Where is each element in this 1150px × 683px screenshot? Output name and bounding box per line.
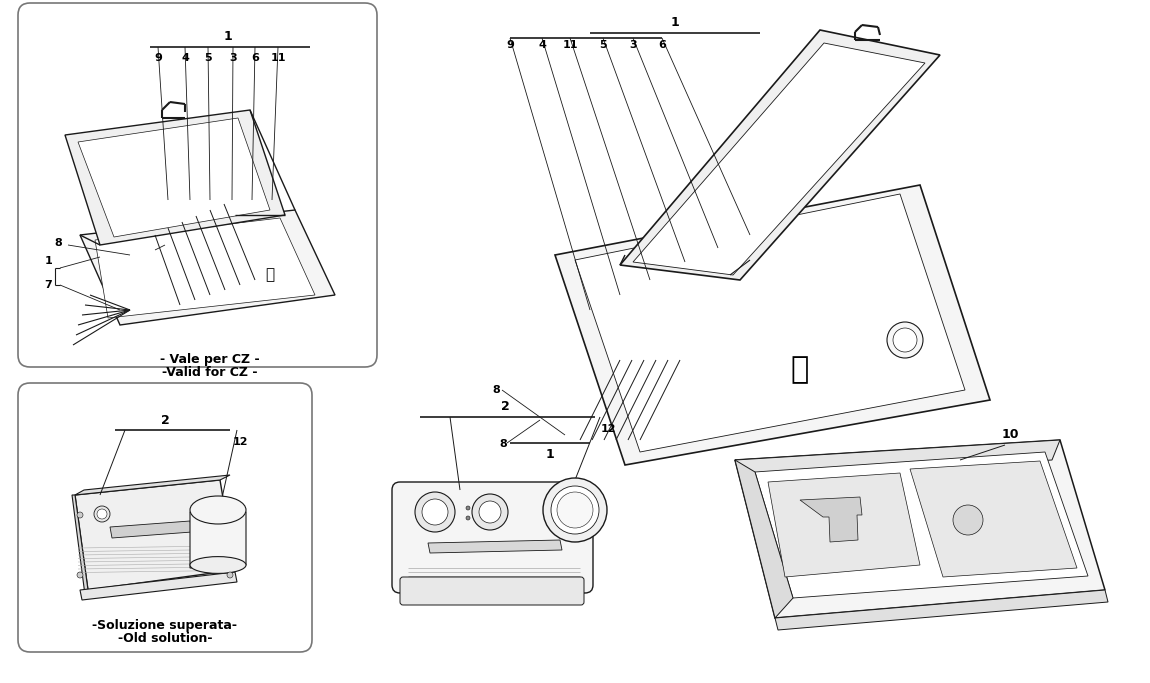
- Text: 8: 8: [499, 439, 507, 449]
- Ellipse shape: [190, 496, 246, 524]
- Circle shape: [894, 328, 917, 352]
- Circle shape: [551, 486, 599, 534]
- Polygon shape: [81, 210, 335, 325]
- Polygon shape: [95, 218, 315, 318]
- Polygon shape: [575, 194, 965, 452]
- Text: 8: 8: [54, 238, 62, 248]
- Text: 6: 6: [251, 53, 259, 63]
- Polygon shape: [428, 540, 562, 553]
- Text: 12: 12: [600, 424, 615, 434]
- Text: 12: 12: [232, 437, 247, 447]
- Polygon shape: [190, 512, 246, 568]
- Circle shape: [557, 492, 593, 528]
- Circle shape: [422, 499, 449, 525]
- Circle shape: [480, 501, 501, 523]
- Text: 1: 1: [223, 31, 232, 44]
- Text: -Valid for CZ -: -Valid for CZ -: [162, 367, 258, 380]
- Text: 5: 5: [599, 40, 607, 50]
- FancyBboxPatch shape: [18, 383, 312, 652]
- Text: 9: 9: [154, 53, 162, 63]
- Text: 3: 3: [629, 40, 637, 50]
- Text: 9: 9: [506, 40, 514, 50]
- Text: 10: 10: [1002, 428, 1019, 441]
- Text: - Vale per CZ -: - Vale per CZ -: [160, 354, 260, 367]
- Circle shape: [543, 478, 607, 542]
- Text: 5: 5: [205, 53, 212, 63]
- Text: 2: 2: [161, 413, 169, 426]
- Polygon shape: [768, 473, 920, 577]
- Circle shape: [415, 492, 455, 532]
- Polygon shape: [75, 475, 230, 495]
- Text: -Old solution-: -Old solution-: [117, 632, 213, 645]
- Polygon shape: [620, 30, 940, 280]
- Text: 6: 6: [658, 40, 666, 50]
- FancyBboxPatch shape: [400, 577, 584, 605]
- Polygon shape: [75, 480, 235, 590]
- Circle shape: [77, 512, 83, 518]
- Circle shape: [466, 516, 470, 520]
- Circle shape: [227, 572, 233, 578]
- Ellipse shape: [190, 557, 246, 574]
- Polygon shape: [756, 452, 1088, 598]
- Text: 1: 1: [670, 16, 680, 29]
- Polygon shape: [555, 185, 990, 465]
- Polygon shape: [735, 460, 794, 618]
- Polygon shape: [72, 495, 89, 595]
- Circle shape: [466, 506, 470, 510]
- Text: ✋: ✋: [791, 355, 810, 385]
- Circle shape: [472, 494, 508, 530]
- Polygon shape: [735, 440, 1060, 478]
- Circle shape: [97, 509, 107, 519]
- Circle shape: [887, 322, 923, 358]
- Text: 1: 1: [545, 449, 554, 462]
- Polygon shape: [632, 43, 925, 275]
- Text: 1: 1: [44, 256, 52, 266]
- Polygon shape: [775, 590, 1107, 630]
- Text: 3: 3: [229, 53, 237, 63]
- Polygon shape: [110, 521, 192, 538]
- Text: 2: 2: [500, 400, 509, 413]
- Polygon shape: [735, 440, 1105, 618]
- Text: -Soluzione superata-: -Soluzione superata-: [92, 619, 238, 632]
- Polygon shape: [910, 461, 1078, 577]
- Text: ✋: ✋: [266, 268, 275, 283]
- Text: 4: 4: [538, 40, 546, 50]
- Polygon shape: [81, 572, 237, 600]
- Polygon shape: [78, 118, 270, 237]
- FancyBboxPatch shape: [18, 3, 377, 367]
- Circle shape: [77, 572, 83, 578]
- Polygon shape: [800, 497, 862, 542]
- Text: 11: 11: [562, 40, 577, 50]
- Text: 11: 11: [270, 53, 285, 63]
- FancyBboxPatch shape: [392, 482, 593, 593]
- Text: 7: 7: [44, 280, 52, 290]
- Text: 4: 4: [181, 53, 189, 63]
- Circle shape: [94, 506, 110, 522]
- Polygon shape: [66, 110, 285, 245]
- Text: 8: 8: [492, 385, 500, 395]
- Circle shape: [953, 505, 983, 535]
